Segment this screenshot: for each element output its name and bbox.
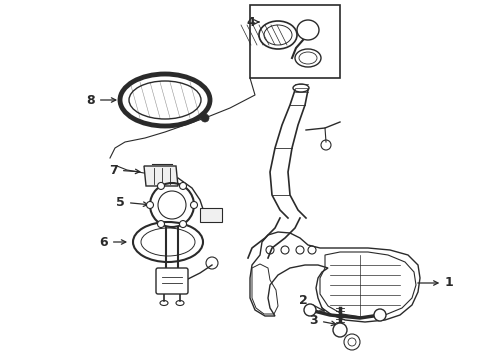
FancyBboxPatch shape — [156, 268, 188, 294]
Circle shape — [201, 114, 209, 122]
Text: 6: 6 — [99, 235, 126, 248]
Text: 4: 4 — [246, 15, 255, 28]
Text: 7: 7 — [109, 163, 140, 176]
Circle shape — [157, 183, 165, 189]
Circle shape — [179, 221, 187, 228]
Text: 5: 5 — [116, 195, 148, 208]
Text: 1: 1 — [418, 276, 454, 289]
FancyBboxPatch shape — [200, 208, 222, 222]
Circle shape — [179, 183, 187, 189]
Circle shape — [157, 221, 165, 228]
Circle shape — [333, 323, 347, 337]
Text: 2: 2 — [299, 293, 324, 311]
Circle shape — [147, 202, 153, 208]
Circle shape — [374, 309, 386, 321]
Text: 3: 3 — [309, 314, 336, 327]
Polygon shape — [144, 166, 178, 186]
Circle shape — [304, 304, 316, 316]
Circle shape — [191, 202, 197, 208]
Text: 8: 8 — [86, 94, 116, 107]
